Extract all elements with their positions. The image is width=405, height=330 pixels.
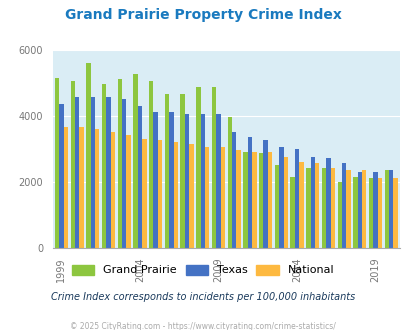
Bar — [310, 157, 314, 248]
Bar — [196, 87, 200, 248]
Bar — [294, 148, 298, 248]
Bar — [216, 114, 220, 248]
Bar — [263, 140, 267, 248]
Text: © 2025 CityRating.com - https://www.cityrating.com/crime-statistics/: © 2025 CityRating.com - https://www.city… — [70, 322, 335, 330]
Bar — [341, 163, 345, 248]
Bar — [211, 87, 216, 248]
Bar — [377, 178, 381, 248]
Bar — [126, 135, 130, 248]
Bar — [388, 170, 392, 248]
Bar — [184, 114, 189, 248]
Legend: Grand Prairie, Texas, National: Grand Prairie, Texas, National — [72, 265, 333, 275]
Bar — [368, 178, 373, 248]
Text: Crime Index corresponds to incidents per 100,000 inhabitants: Crime Index corresponds to incidents per… — [51, 292, 354, 302]
Bar — [133, 74, 137, 248]
Bar — [149, 81, 153, 248]
Bar — [326, 158, 330, 248]
Bar — [122, 99, 126, 248]
Bar — [189, 144, 193, 248]
Bar — [231, 132, 236, 248]
Bar — [200, 114, 205, 248]
Bar — [205, 147, 209, 248]
Text: Grand Prairie Property Crime Index: Grand Prairie Property Crime Index — [64, 8, 341, 22]
Bar — [173, 142, 177, 248]
Bar — [305, 168, 310, 248]
Bar — [384, 170, 388, 248]
Bar — [111, 132, 115, 248]
Bar — [137, 106, 142, 248]
Bar — [164, 94, 169, 248]
Bar — [236, 150, 240, 248]
Bar — [117, 79, 122, 248]
Bar — [106, 97, 111, 248]
Bar — [392, 178, 397, 248]
Bar — [102, 84, 106, 248]
Bar — [64, 127, 68, 248]
Bar — [70, 81, 75, 248]
Bar — [252, 152, 256, 248]
Bar — [95, 129, 99, 248]
Bar — [357, 172, 361, 248]
Bar — [90, 97, 95, 248]
Bar — [158, 140, 162, 248]
Bar — [337, 182, 341, 248]
Bar — [153, 112, 158, 248]
Bar — [290, 177, 294, 248]
Bar — [243, 152, 247, 248]
Bar — [227, 117, 231, 248]
Bar — [278, 147, 283, 248]
Bar — [283, 157, 287, 248]
Bar — [59, 104, 64, 248]
Bar — [169, 112, 173, 248]
Bar — [142, 139, 146, 248]
Bar — [220, 147, 224, 248]
Bar — [345, 170, 350, 248]
Bar — [86, 63, 90, 248]
Bar — [373, 172, 377, 248]
Bar — [267, 152, 271, 248]
Bar — [180, 94, 184, 248]
Bar — [321, 168, 326, 248]
Bar — [247, 137, 252, 248]
Bar — [361, 170, 366, 248]
Bar — [314, 163, 319, 248]
Bar — [298, 162, 303, 248]
Bar — [79, 127, 83, 248]
Bar — [274, 165, 278, 248]
Bar — [330, 168, 334, 248]
Bar — [55, 78, 59, 248]
Bar — [258, 153, 263, 248]
Bar — [75, 97, 79, 248]
Bar — [352, 177, 357, 248]
